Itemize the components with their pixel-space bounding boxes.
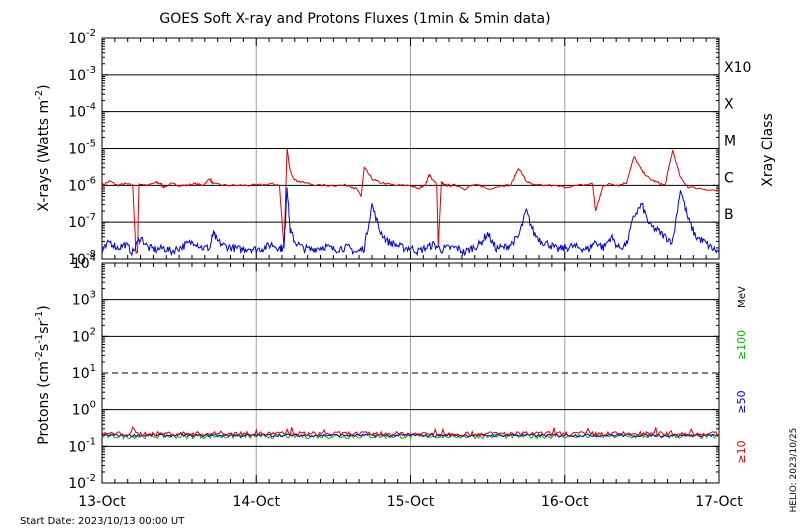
- chart-title: GOES Soft X-ray and Protons Fluxes (1min…: [159, 11, 550, 27]
- proton-legend-entry: ≥100: [735, 330, 748, 360]
- y-tick-label: 10-4: [68, 102, 96, 121]
- y-tick-label: 10-7: [68, 212, 96, 231]
- xray-class-label: B: [724, 207, 734, 223]
- plot-frame: [101, 37, 720, 260]
- proton-unit-label: MeV: [737, 286, 748, 308]
- plot-frame: [101, 262, 720, 484]
- xray-class-label: M: [724, 134, 736, 150]
- proton-series-line: [101, 432, 720, 441]
- proton-legend-entry: ≥50: [735, 390, 748, 413]
- y-tick-label: 100: [72, 400, 96, 419]
- proton-legend-entry: ≥10: [735, 440, 748, 463]
- y-tick-label: 101: [72, 363, 96, 382]
- x-tick-label: 17-Oct: [695, 494, 743, 510]
- xray-series-line: [101, 148, 720, 254]
- y-tick-label: 10-8: [68, 249, 96, 268]
- proton-y-tick-labels: 104 103 102 101 100 10-1 10-2: [68, 253, 96, 492]
- proton-y-axis-label: Protons (cm-2s-1sr-1): [34, 305, 52, 444]
- y-tick-label: 10-6: [68, 175, 96, 194]
- xray-y-tick-labels: 10-2 10-3 10-4 10-5 10-6 10-7 10-8: [68, 28, 96, 268]
- xray-class-axis-label: Xray Class: [760, 113, 776, 187]
- y-tick-label: 10-5: [68, 139, 96, 158]
- proton-gridlines: [101, 262, 720, 484]
- x-tick-labels: 13-Oct 14-Oct 15-Oct 16-Oct 17-Oct: [78, 494, 743, 510]
- credit-label: HELIO: 2023/10/25: [789, 428, 799, 513]
- xray-class-label: X10: [724, 60, 751, 76]
- x-tick-label: 16-Oct: [541, 494, 589, 510]
- proton-plot-area: [101, 426, 720, 441]
- xray-class-label: X: [724, 97, 734, 113]
- proton-energy-legend: ≥100 ≥50 ≥10: [735, 330, 748, 464]
- proton-series-line: [101, 426, 720, 438]
- y-tick-label: 10-2: [68, 473, 96, 492]
- proton-series-line: [101, 433, 720, 438]
- x-tick-label: 13-Oct: [78, 494, 126, 510]
- x-tick-label: 14-Oct: [233, 494, 281, 510]
- start-date-label: Start Date: 2023/10/13 00:00 UT: [20, 516, 185, 527]
- xray-plot-area: [101, 148, 720, 257]
- xray-gridlines: [101, 37, 720, 260]
- xray-series-line: [101, 187, 720, 257]
- y-tick-label: 10-1: [68, 436, 96, 455]
- xray-class-labels: X10 X M C B: [724, 60, 751, 223]
- y-tick-label: 102: [72, 326, 96, 345]
- y-tick-label: 103: [72, 290, 96, 309]
- y-tick-label: 104: [72, 253, 96, 272]
- y-tick-label: 10-2: [68, 28, 96, 47]
- xray-class-label: C: [724, 170, 734, 186]
- x-tick-label: 15-Oct: [387, 494, 435, 510]
- xray-y-axis-label: X-rays (Watts m-2): [34, 84, 52, 211]
- y-tick-label: 10-3: [68, 65, 96, 84]
